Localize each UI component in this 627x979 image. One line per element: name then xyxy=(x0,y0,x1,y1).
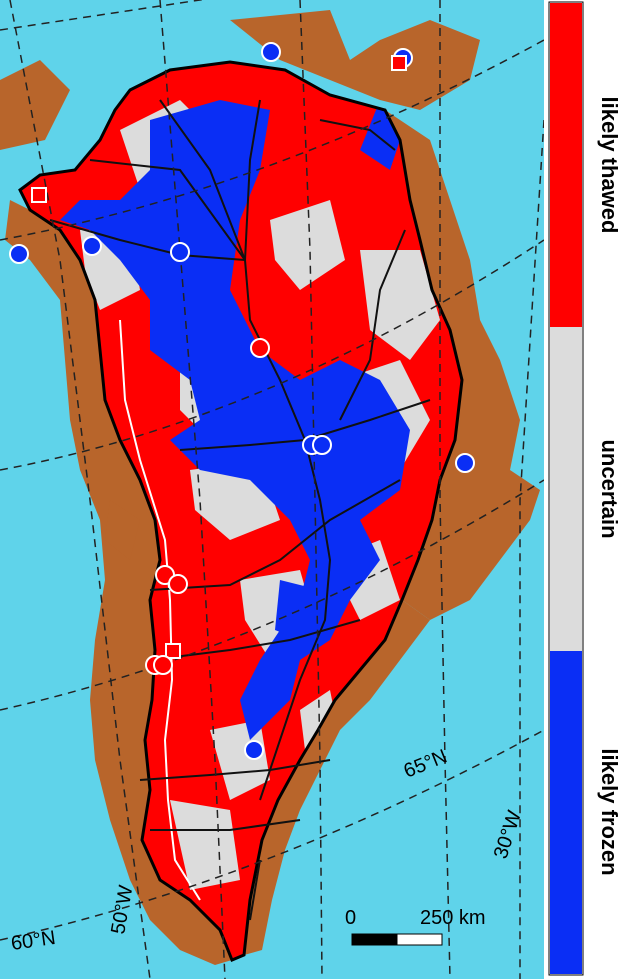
legend-label-uncertain: uncertain xyxy=(597,439,622,538)
graticule xyxy=(0,0,544,979)
marker-frozen xyxy=(9,244,29,264)
legend-swatch-frozen xyxy=(550,651,582,974)
scale-bar-white-segment xyxy=(396,933,443,946)
marker-frozen xyxy=(455,453,475,473)
marker-thawed xyxy=(168,574,188,594)
legend-label-thawed: likely thawed xyxy=(597,97,622,234)
greenland-basal-thermal-map: 65°N 60°N 30°W 50°W 0 250 km xyxy=(0,0,544,979)
marker-frozen xyxy=(82,236,102,256)
marker-thawed xyxy=(153,655,173,675)
scale-bar-end-label: 250 km xyxy=(420,907,486,929)
coastal-land xyxy=(0,10,540,965)
marker-frozen xyxy=(312,435,332,455)
flight-transects xyxy=(49,99,431,921)
scale-bar: 0 250 km xyxy=(345,907,486,946)
scale-bar-black-segment xyxy=(351,933,398,946)
frozen-region xyxy=(60,100,410,740)
legend-swatch-thawed xyxy=(550,3,582,327)
legend-swatch-uncertain xyxy=(550,327,582,651)
marker-thawed-square xyxy=(165,643,181,659)
ice-margin-outline xyxy=(18,60,464,962)
legend: likely thawed uncertain likely frozen xyxy=(544,0,627,979)
legend-border xyxy=(548,1,584,976)
site-markers xyxy=(9,42,475,760)
scale-bar-start-label: 0 xyxy=(345,907,356,929)
marker-frozen xyxy=(261,42,281,62)
marker-uncertain xyxy=(170,242,190,262)
marker-thawed-square xyxy=(31,187,47,203)
marker-frozen xyxy=(244,740,264,760)
marker-thawed xyxy=(250,338,270,358)
marker-thawed-square xyxy=(391,55,407,71)
legend-label-frozen: likely frozen xyxy=(597,748,622,875)
